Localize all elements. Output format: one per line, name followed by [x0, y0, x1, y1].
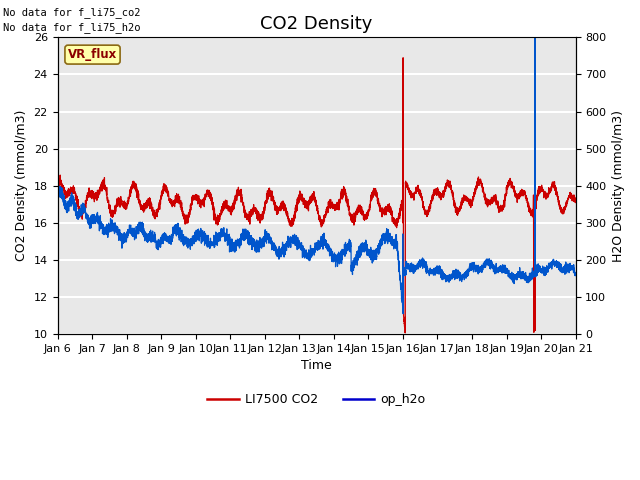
- X-axis label: Time: Time: [301, 360, 332, 372]
- Legend: LI7500 CO2, op_h2o: LI7500 CO2, op_h2o: [202, 388, 431, 411]
- Y-axis label: H2O Density (mmol/m3): H2O Density (mmol/m3): [612, 110, 625, 262]
- Title: CO2 Density: CO2 Density: [260, 15, 372, 33]
- Text: No data for f̲li75̲h2o: No data for f̲li75̲h2o: [3, 22, 141, 33]
- Text: No data for f_li75_co2: No data for f_li75_co2: [3, 7, 141, 18]
- Y-axis label: CO2 Density (mmol/m3): CO2 Density (mmol/m3): [15, 110, 28, 262]
- Text: VR_flux: VR_flux: [68, 48, 117, 61]
